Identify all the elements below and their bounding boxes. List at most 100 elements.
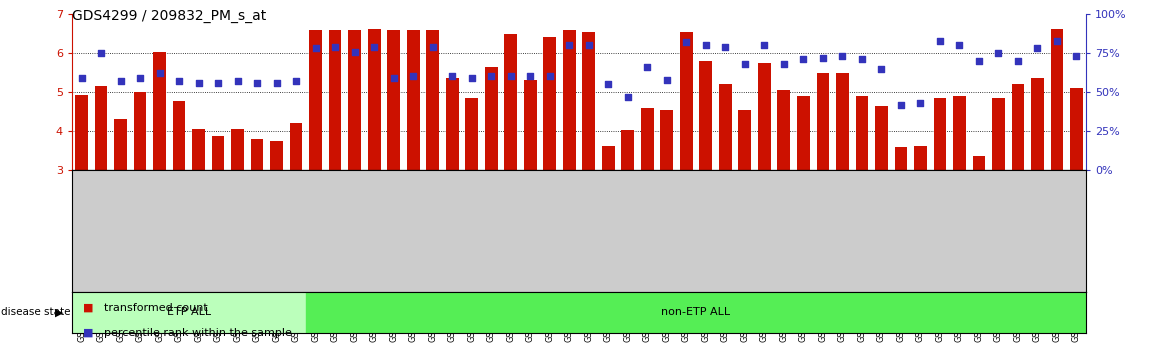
Bar: [232, 129, 244, 170]
Bar: [973, 156, 985, 170]
Bar: [290, 123, 302, 170]
Bar: [640, 108, 653, 170]
Bar: [251, 139, 264, 170]
Point: [111, 78, 130, 84]
Point: [931, 38, 950, 44]
Point: [91, 50, 110, 56]
Bar: [680, 32, 692, 170]
Bar: [894, 147, 907, 170]
Point: [345, 49, 364, 55]
Bar: [1050, 29, 1063, 170]
Point: [755, 42, 774, 48]
Bar: [329, 30, 342, 170]
Bar: [115, 119, 127, 170]
Bar: [836, 73, 849, 170]
Bar: [758, 63, 771, 170]
Bar: [192, 129, 205, 170]
Point: [989, 50, 1007, 56]
Bar: [387, 30, 400, 170]
Text: ■: ■: [83, 303, 97, 313]
Text: ▶: ▶: [56, 307, 64, 318]
Point: [969, 58, 988, 64]
Bar: [309, 30, 322, 170]
Point: [814, 55, 833, 61]
Bar: [602, 146, 615, 170]
Point: [950, 42, 968, 48]
Point: [384, 75, 403, 81]
Bar: [426, 30, 439, 170]
Bar: [72, 292, 306, 333]
Bar: [306, 292, 1086, 333]
Bar: [816, 73, 829, 170]
Bar: [797, 96, 809, 170]
Point: [189, 80, 208, 86]
Bar: [173, 101, 185, 170]
Text: non-ETP ALL: non-ETP ALL: [661, 307, 731, 318]
Bar: [719, 84, 732, 170]
Bar: [914, 146, 926, 170]
Text: transformed count: transformed count: [104, 303, 208, 313]
Point: [599, 81, 617, 87]
Bar: [95, 86, 108, 170]
Point: [501, 74, 520, 79]
Point: [482, 74, 500, 79]
Point: [1028, 46, 1047, 51]
Point: [1068, 53, 1086, 59]
Point: [307, 46, 325, 51]
Bar: [660, 110, 673, 170]
Bar: [523, 80, 536, 170]
Point: [677, 39, 696, 45]
Bar: [563, 30, 576, 170]
Point: [541, 74, 559, 79]
Point: [696, 42, 714, 48]
Bar: [270, 141, 283, 170]
Bar: [446, 79, 459, 170]
Point: [1009, 58, 1027, 64]
Bar: [466, 98, 478, 170]
Bar: [133, 92, 146, 170]
Text: GDS4299 / 209832_PM_s_at: GDS4299 / 209832_PM_s_at: [72, 9, 266, 23]
Point: [638, 64, 657, 70]
Text: disease state: disease state: [1, 307, 71, 318]
Point: [248, 80, 266, 86]
Bar: [699, 61, 712, 170]
Point: [287, 78, 306, 84]
Point: [325, 44, 344, 50]
Bar: [933, 98, 946, 170]
Bar: [406, 30, 419, 170]
Point: [228, 78, 247, 84]
Bar: [856, 96, 868, 170]
Point: [911, 100, 930, 106]
Bar: [349, 30, 361, 170]
Point: [735, 61, 754, 67]
Point: [560, 42, 579, 48]
Bar: [75, 95, 88, 170]
Bar: [953, 96, 966, 170]
Bar: [1012, 84, 1025, 170]
Point: [208, 80, 227, 86]
Text: percentile rank within the sample: percentile rank within the sample: [104, 328, 292, 338]
Point: [424, 44, 442, 50]
Text: ETP ALL: ETP ALL: [167, 307, 211, 318]
Bar: [368, 29, 381, 170]
Bar: [875, 105, 888, 170]
Point: [1048, 38, 1067, 44]
Bar: [505, 34, 518, 170]
Point: [365, 44, 383, 50]
Point: [872, 66, 891, 72]
Point: [521, 74, 540, 79]
Point: [618, 94, 637, 99]
Point: [852, 57, 871, 62]
Bar: [485, 67, 498, 170]
Bar: [622, 130, 635, 170]
Bar: [992, 98, 1005, 170]
Point: [794, 57, 813, 62]
Point: [72, 75, 90, 81]
Bar: [1031, 79, 1043, 170]
Point: [131, 75, 149, 81]
Point: [404, 74, 423, 79]
Bar: [739, 110, 752, 170]
Point: [579, 42, 598, 48]
Bar: [777, 90, 790, 170]
Bar: [212, 136, 225, 170]
